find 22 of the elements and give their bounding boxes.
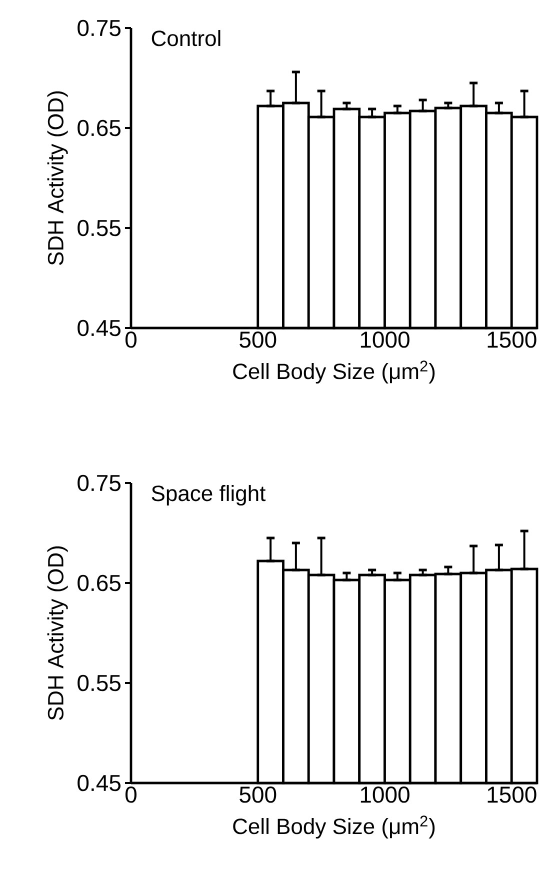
y-tick-label: 0.75 <box>78 474 120 492</box>
y-tick-label: 0.65 <box>78 574 120 592</box>
x-tick-label: 0 <box>126 332 137 348</box>
y-tick-label: 0.65 <box>78 120 120 136</box>
y-tick-label: 0.75 <box>78 20 120 36</box>
y-axis-title: SDH Activity (OD) <box>47 91 68 265</box>
x-tick-label: 500 <box>240 332 276 348</box>
chart-title: Space flight <box>152 485 266 506</box>
x-axis-title: Cell Body Size (μm$^{2}$) <box>233 360 435 384</box>
x-axis-title: Cell Body Size (μm$^{2}$) <box>233 816 435 839</box>
x-tick-label: 1000 <box>360 332 410 348</box>
x-tick-label: 500 <box>240 786 276 803</box>
chart-title: Control <box>152 30 220 46</box>
x-tick-label: 1000 <box>360 786 410 803</box>
x-tick-label: 1500 <box>488 786 536 803</box>
y-tick-label: 0.55 <box>78 220 120 236</box>
x-tick-label: 1500 <box>488 332 536 348</box>
x-tick-label: 0 <box>126 786 137 803</box>
y-tick-label: 0.45 <box>78 774 120 792</box>
y-tick-label: 0.55 <box>78 674 120 692</box>
y-axis-title: SDH Activity (OD) <box>47 546 68 720</box>
y-tick-label: 0.45 <box>78 320 120 336</box>
